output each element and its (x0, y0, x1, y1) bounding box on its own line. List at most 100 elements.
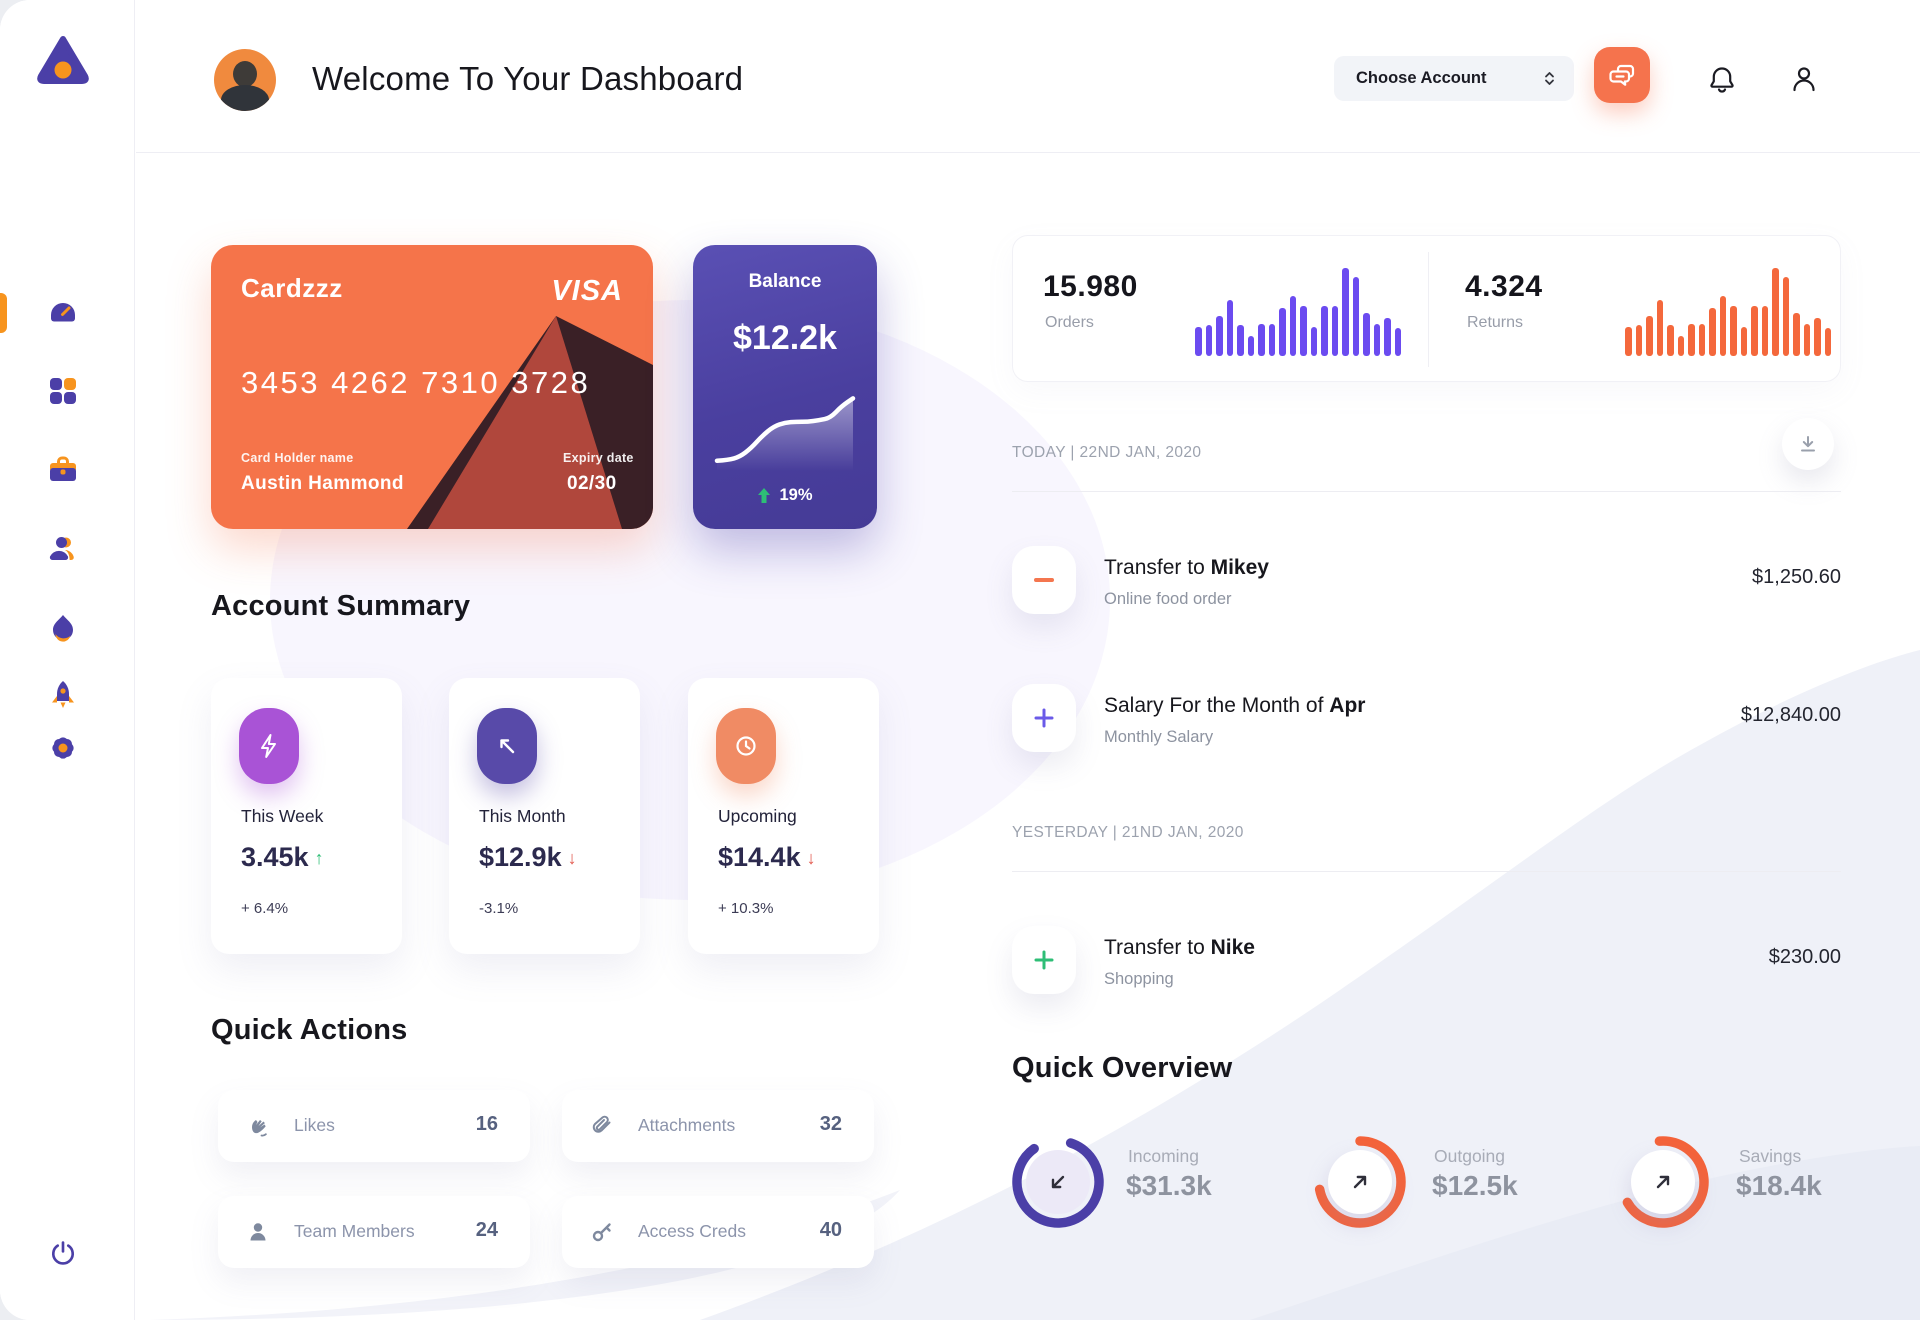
card-holder-label: Card Holder name (241, 451, 354, 465)
transaction-row-icon[interactable] (1012, 926, 1076, 994)
card-pyramid-decoration (407, 316, 653, 529)
transaction-row-icon[interactable] (1012, 546, 1076, 614)
sidebar-item-activity[interactable] (43, 608, 83, 648)
incoming-progress-ring (1010, 1134, 1106, 1230)
sidebar-item-boost[interactable] (43, 675, 83, 715)
briefcase-icon (50, 456, 76, 481)
download-statement-button[interactable] (1782, 418, 1834, 470)
overview-label: Savings (1739, 1146, 1802, 1166)
summary-value: $14.4k ↓ (718, 842, 816, 872)
profile-button[interactable] (1787, 62, 1821, 96)
transaction-title: Salary For the Month of Apr (1104, 694, 1366, 717)
likes-clap-icon (246, 1114, 270, 1143)
returns-value: 4.324 (1465, 270, 1543, 303)
quick-action-label: Likes (294, 1115, 335, 1135)
plus-icon (1034, 950, 1054, 970)
summary-card-this-week: This Week 3.45k ↑ + 6.4% (211, 678, 402, 954)
dashboard-gauge-icon (51, 303, 75, 322)
sidebar (0, 0, 135, 1320)
bank-card: Cardzzz VISA 3453 4262 7310 3728 Card Ho… (211, 245, 653, 529)
profile-icon (49, 537, 74, 560)
quick-action-count: 16 (475, 1113, 498, 1135)
overview-value: $12.5k (1432, 1170, 1518, 1201)
sidebar-item-apps[interactable] (43, 371, 83, 411)
balance-value: $12.2k (733, 319, 837, 357)
paperclip-icon (590, 1114, 614, 1143)
overview-label: Outgoing (1434, 1146, 1506, 1166)
quick-action-attachments[interactable]: Attachments 32 (562, 1090, 874, 1162)
bell-icon (1710, 67, 1734, 93)
chevron-updown-icon (1545, 72, 1554, 85)
transaction-subtitle: Online food order (1104, 590, 1232, 608)
account-selector-label: Choose Account (1356, 69, 1487, 87)
quick-action-label: Attachments (638, 1115, 736, 1135)
divider (1012, 491, 1841, 492)
app-logo[interactable] (34, 32, 92, 93)
orders-bar-chart (1195, 264, 1401, 356)
returns-bar-chart (1625, 264, 1831, 356)
summary-value: 3.45k ↑ (241, 842, 324, 872)
divider (1012, 871, 1841, 872)
settings-gear-icon (52, 737, 74, 759)
transaction-row-icon[interactable] (1012, 684, 1076, 752)
stats-divider (1428, 252, 1429, 367)
quick-action-label: Access Creds (638, 1221, 746, 1241)
rocket-icon (52, 681, 74, 708)
quick-action-likes[interactable]: Likes 16 (218, 1090, 530, 1162)
summary-label: This Week (241, 806, 324, 826)
returns-label: Returns (1467, 314, 1524, 331)
summary-label: This Month (479, 806, 566, 826)
key-icon (590, 1220, 614, 1249)
card-expiry: 02/30 (567, 473, 617, 494)
arrow-down-left-icon (1051, 1175, 1065, 1189)
balance-change: 19% (779, 486, 813, 504)
minus-icon (1034, 578, 1054, 582)
summary-card-this-month: This Month $12.9k ↓ -3.1% (449, 678, 640, 954)
flame-icon (53, 615, 73, 642)
sidebar-item-logout[interactable] (43, 1234, 83, 1274)
account-summary-heading: Account Summary (211, 590, 471, 622)
notifications-button[interactable] (1705, 62, 1739, 96)
savings-progress-ring (1615, 1134, 1711, 1230)
sidebar-item-dashboard[interactable] (43, 293, 83, 333)
account-selector[interactable]: Choose Account (1334, 56, 1574, 101)
card-name: Cardzzz (241, 273, 343, 303)
summary-card-upcoming: Upcoming $14.4k ↓ + 10.3% (688, 678, 879, 954)
trend-down-arrow: ↓ (806, 848, 816, 868)
quick-overview-heading: Quick Overview (1012, 1052, 1233, 1084)
summary-value: $12.9k ↓ (479, 842, 577, 872)
growth-up-arrow-icon (758, 488, 771, 503)
quick-action-count: 24 (475, 1219, 498, 1241)
quick-action-access-creds[interactable]: Access Creds 40 (562, 1196, 874, 1268)
quick-action-team-members[interactable]: Team Members 24 (218, 1196, 530, 1268)
apps-grid-icon (50, 378, 76, 404)
page-title: Welcome To Your Dashboard (312, 60, 744, 97)
balance-title: Balance (748, 271, 822, 292)
user-icon (1793, 67, 1815, 92)
transaction-title: Transfer to Nike (1104, 936, 1255, 959)
outgoing-progress-ring (1312, 1134, 1408, 1230)
overview-label: Incoming (1128, 1146, 1200, 1166)
summary-delta: + 6.4% (241, 900, 289, 917)
download-icon (1801, 436, 1815, 452)
sidebar-item-settings[interactable] (43, 728, 83, 768)
user-avatar[interactable] (214, 49, 276, 111)
quick-action-count: 40 (819, 1219, 842, 1241)
transaction-amount: $12,840.00 (1740, 704, 1841, 726)
transaction-amount: $1,250.60 (1752, 566, 1841, 588)
sidebar-item-portfolio[interactable] (43, 450, 83, 490)
sidebar-item-profile[interactable] (43, 529, 83, 569)
avatar-silhouette (233, 61, 257, 87)
visa-logo: VISA (551, 275, 623, 307)
trend-down-arrow: ↓ (567, 848, 577, 868)
summary-label: Upcoming (718, 806, 797, 826)
card-number: 3453 4262 7310 3728 (241, 365, 591, 400)
sidebar-active-indicator (0, 293, 7, 333)
overview-value: $31.3k (1126, 1170, 1212, 1201)
card-expiry-label: Expiry date (563, 451, 634, 465)
power-icon (51, 1241, 75, 1265)
messages-button[interactable] (1594, 47, 1650, 103)
transactions-date-header: TODAY | 22ND JAN, 2020 (1012, 444, 1202, 461)
transaction-subtitle: Monthly Salary (1104, 728, 1214, 746)
